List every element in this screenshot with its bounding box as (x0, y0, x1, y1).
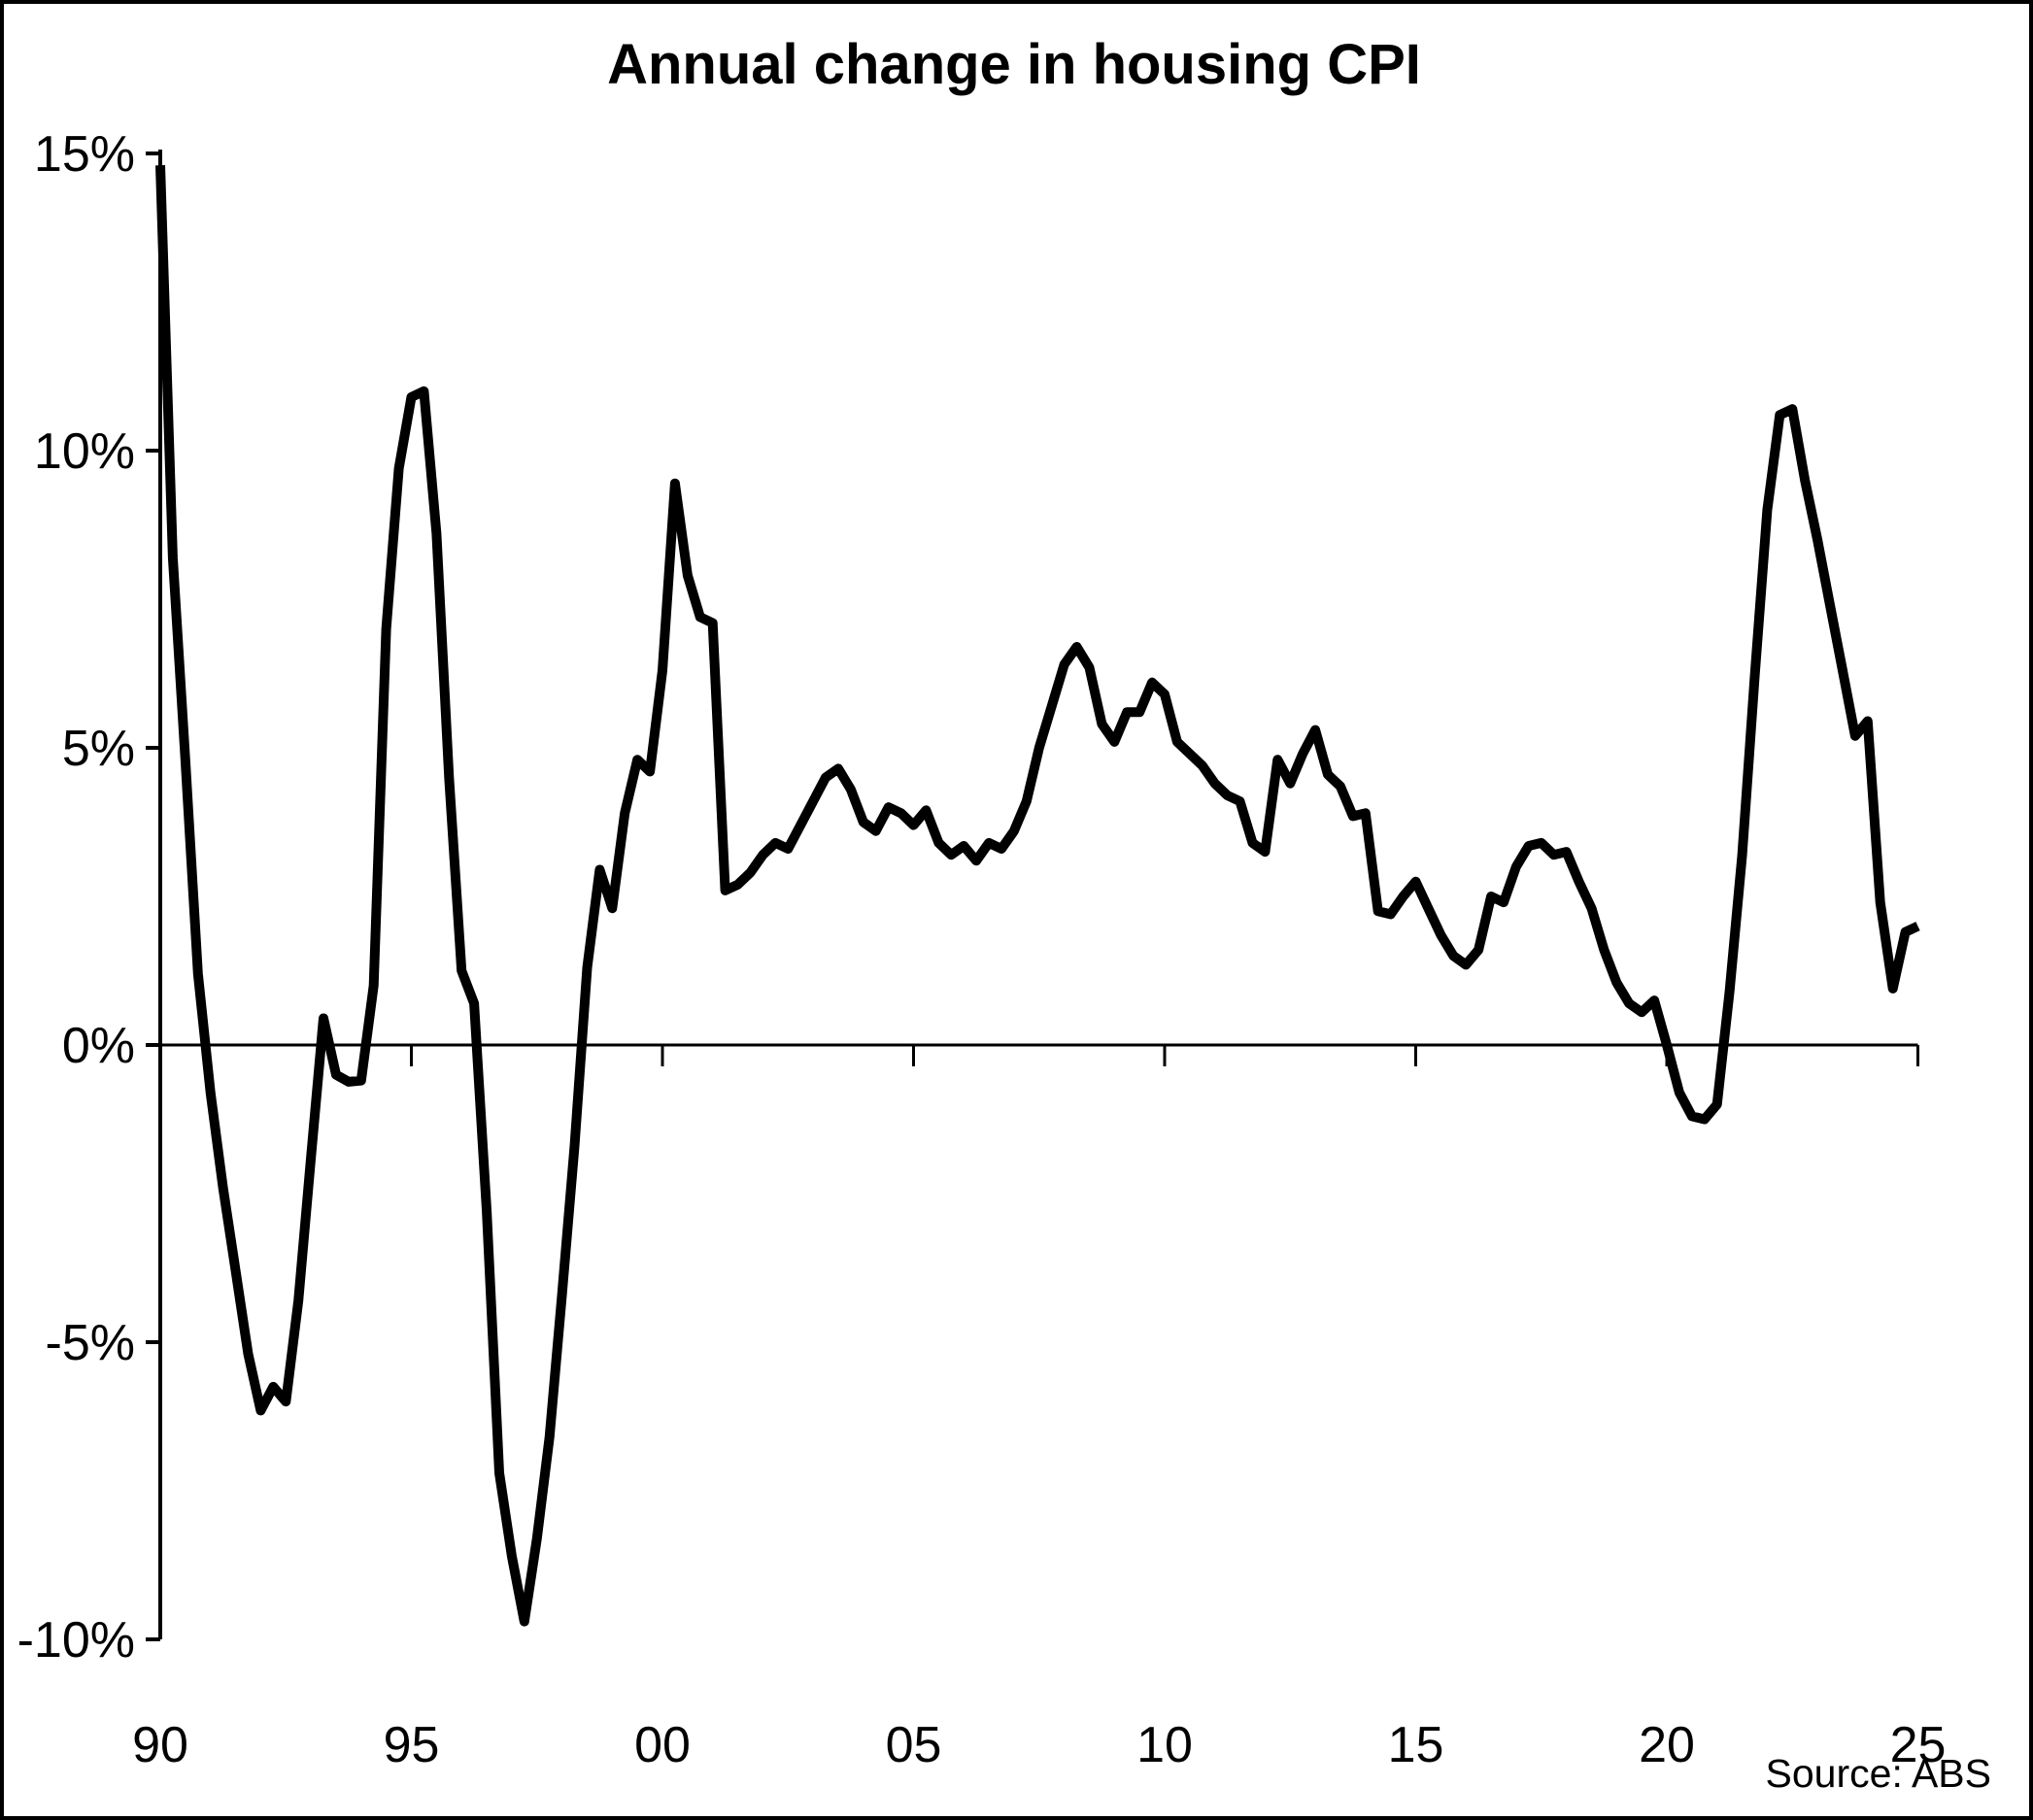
x-tick-label: 10 (1136, 1717, 1193, 1773)
chart-title: Annual change in housing CPI (607, 33, 1421, 96)
y-axis: 15% 10% 5% 0% -5% -10% (17, 126, 162, 1668)
x-tick-label: 00 (634, 1717, 691, 1773)
x-tick-label: 25 (1890, 1717, 1947, 1773)
x-tick-label: 90 (132, 1717, 188, 1773)
y-tick-label: 5% (62, 721, 135, 777)
y-tick-label: 10% (34, 423, 135, 480)
data-line (155, 165, 1920, 1627)
x-tick-label: 05 (886, 1717, 942, 1773)
y-tick-label: -10% (17, 1612, 135, 1668)
y-tick-label: 15% (34, 126, 135, 183)
series-Annual change in housing CPI (%) (155, 165, 1920, 1627)
x-tick-label: 20 (1639, 1717, 1695, 1773)
source-note: Source: ABS (1766, 1751, 1991, 1796)
housing-cpi-chart: Annual change in housing CPI 15% 10% 5% 0% -… (17, 33, 1991, 1796)
x-tick-label: 95 (384, 1717, 440, 1773)
x-axis: 90 95 00 05 10 15 20 25 (132, 1043, 1947, 1773)
y-tick-label: 0% (62, 1018, 135, 1074)
x-tick-label: 15 (1388, 1717, 1444, 1773)
y-tick-label: -5% (46, 1315, 135, 1371)
